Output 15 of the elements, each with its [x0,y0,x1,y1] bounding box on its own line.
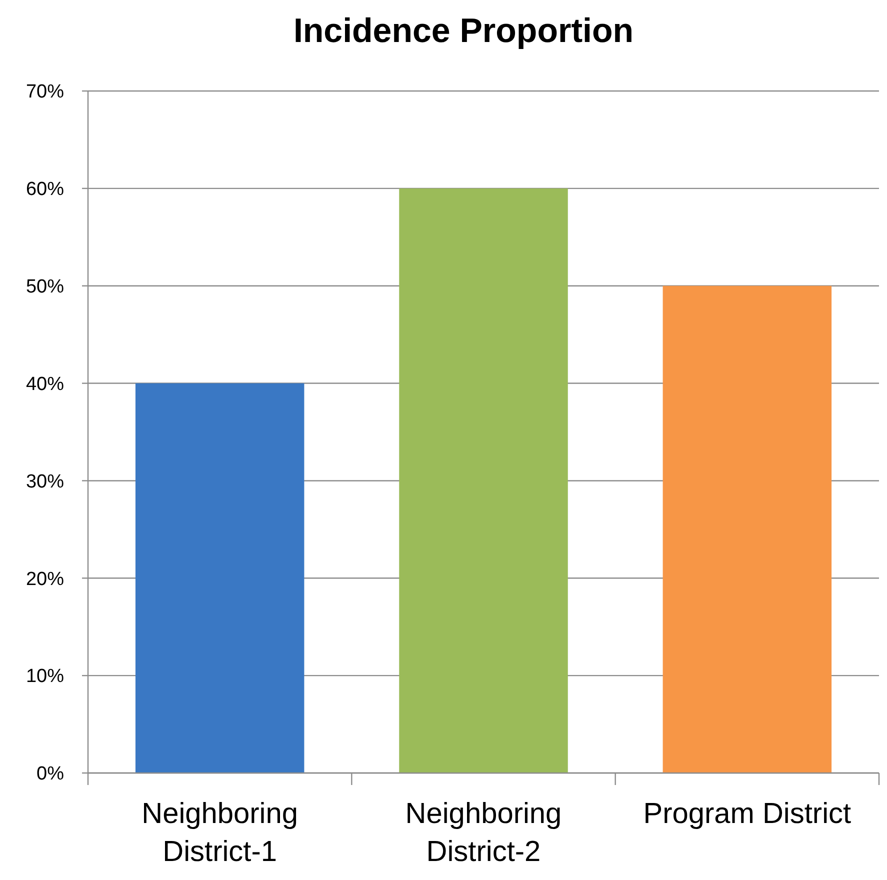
bar [135,383,304,773]
x-tick-label: Neighboring District-2 [405,798,562,868]
y-tick-label: 10% [26,666,64,688]
y-tick-label: 50% [26,276,64,298]
y-tick-label: 40% [26,374,64,395]
y-tick-label: 70% [26,82,64,103]
x-tick-label: Neighboring District-1 [142,798,298,868]
y-tick-label: 20% [26,568,64,590]
bar [399,188,568,773]
y-tick-label: 30% [26,471,64,492]
chart-title: Incidence Proportion [293,12,634,50]
x-tick-label: Program District [643,798,852,830]
y-tick-label: 0% [36,764,64,785]
bar [662,286,832,773]
y-tick-label: 60% [26,179,64,200]
